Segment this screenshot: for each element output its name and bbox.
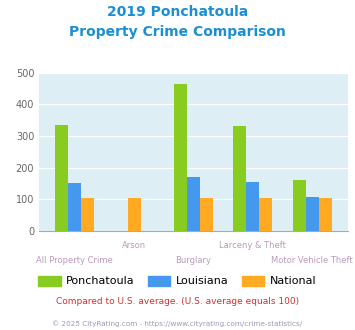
Bar: [306, 197, 319, 231]
Text: Motor Vehicle Theft: Motor Vehicle Theft: [272, 256, 353, 265]
Bar: [174, 84, 187, 231]
Legend: Ponchatoula, Louisiana, National: Ponchatoula, Louisiana, National: [34, 271, 321, 291]
Text: All Property Crime: All Property Crime: [36, 256, 113, 265]
Bar: [246, 182, 260, 231]
Bar: [81, 198, 94, 231]
Bar: [200, 198, 213, 231]
Bar: [319, 198, 332, 231]
Text: Burglary: Burglary: [175, 256, 212, 265]
Bar: [293, 180, 306, 231]
Text: Arson: Arson: [122, 241, 146, 250]
Text: © 2025 CityRating.com - https://www.cityrating.com/crime-statistics/: © 2025 CityRating.com - https://www.city…: [53, 320, 302, 327]
Text: 2019 Ponchatoula: 2019 Ponchatoula: [107, 5, 248, 19]
Text: Property Crime Comparison: Property Crime Comparison: [69, 25, 286, 39]
Bar: [127, 198, 141, 231]
Text: Compared to U.S. average. (U.S. average equals 100): Compared to U.S. average. (U.S. average …: [56, 297, 299, 306]
Bar: [55, 125, 68, 231]
Bar: [68, 183, 81, 231]
Bar: [187, 177, 200, 231]
Bar: [233, 126, 246, 231]
Bar: [260, 198, 273, 231]
Text: Larceny & Theft: Larceny & Theft: [219, 241, 286, 250]
